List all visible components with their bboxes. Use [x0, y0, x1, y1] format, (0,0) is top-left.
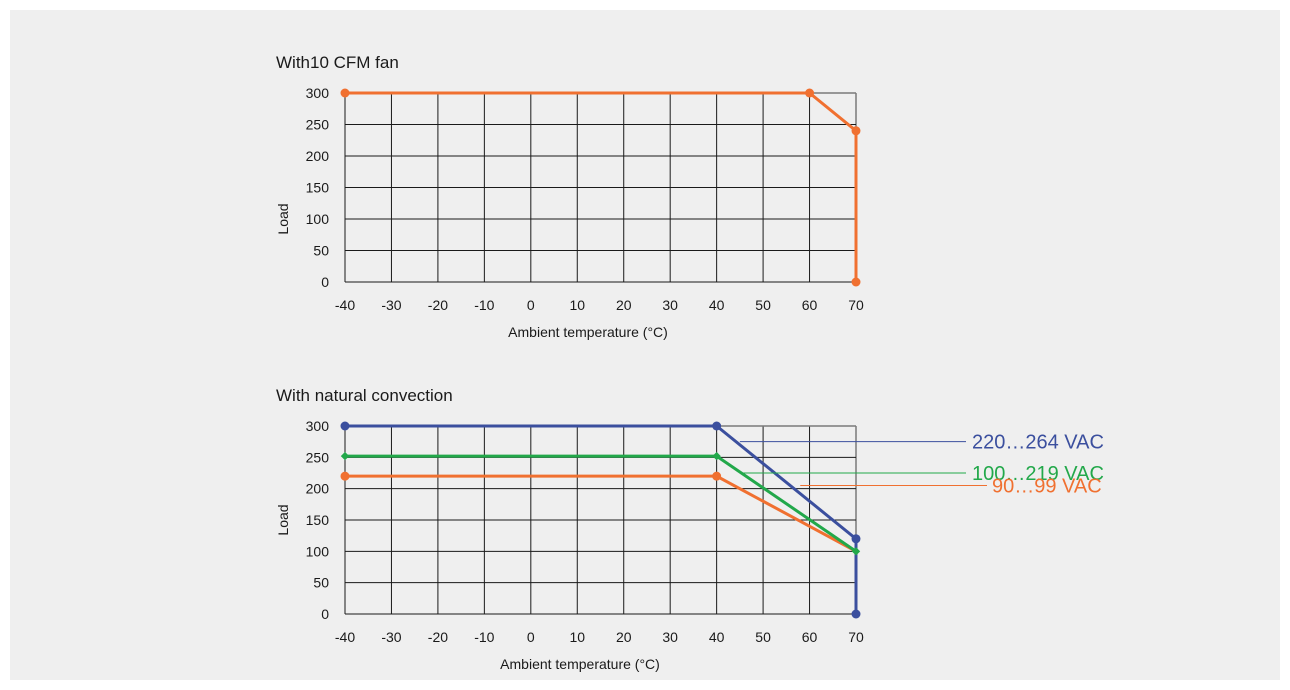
- y-tick-label: 100: [306, 211, 330, 227]
- chart-panel: [10, 10, 1280, 680]
- y-tick-label: 150: [306, 180, 330, 196]
- x-tick-label: -20: [428, 629, 448, 645]
- chart-fan: With10 CFM fan Load Ambient temperature …: [275, 53, 864, 340]
- x-tick-label: 50: [755, 629, 771, 645]
- data-point: [712, 421, 722, 431]
- data-markers: [340, 421, 861, 619]
- chart-title: With natural convection: [276, 386, 453, 405]
- chart-title: With10 CFM fan: [276, 53, 399, 72]
- y-tick-label: 200: [306, 148, 330, 164]
- y-tick-label: 300: [306, 418, 330, 434]
- x-tick-label: 30: [662, 629, 678, 645]
- x-tick-label: 0: [527, 629, 535, 645]
- x-tick-label: 60: [802, 297, 818, 313]
- y-axis-label: Load: [275, 203, 291, 234]
- y-tick-label: 0: [321, 274, 329, 290]
- data-point: [851, 534, 861, 544]
- x-axis-label: Ambient temperature (°C): [508, 324, 668, 340]
- data-point: [851, 126, 861, 136]
- x-tick-label: -30: [381, 297, 401, 313]
- series-label-blue: 220…264 VAC: [972, 432, 1104, 454]
- x-tick-label: 20: [616, 629, 632, 645]
- data-series: [345, 91, 858, 282]
- data-point: [340, 88, 350, 98]
- data-point: [712, 471, 722, 481]
- x-tick-label: -10: [474, 629, 494, 645]
- chart-natural-convection: With natural convection Load Ambient tem…: [275, 386, 1104, 672]
- y-tick-label: 250: [306, 117, 330, 133]
- y-tick-label: 50: [313, 575, 329, 591]
- x-axis-label: Ambient temperature (°C): [500, 656, 660, 672]
- y-tick-label: 50: [313, 243, 329, 259]
- x-tick-label: -30: [381, 629, 401, 645]
- x-tick-label: 20: [616, 297, 632, 313]
- series-line: [345, 454, 857, 553]
- series-line: [345, 424, 858, 614]
- x-tick-label: 0: [527, 297, 535, 313]
- x-tick-label: 50: [755, 297, 771, 313]
- plot-grid: [344, 425, 857, 615]
- y-tick-label: 100: [306, 543, 330, 559]
- data-point: [340, 421, 350, 431]
- data-point: [340, 471, 350, 481]
- y-tick-label: 300: [306, 85, 330, 101]
- data-point: [851, 277, 861, 287]
- series-label-orange: 90…99 VAC: [992, 476, 1102, 498]
- tick-labels: -40 -30 -20 -10 0 10 20 30 40 50 60 70 0 50 100 150 200 2…: [306, 85, 864, 313]
- x-tick-label: 10: [569, 629, 585, 645]
- x-tick-label: -20: [428, 297, 448, 313]
- y-tick-label: 200: [306, 481, 330, 497]
- x-tick-label: 40: [709, 297, 725, 313]
- x-tick-label: 60: [802, 629, 818, 645]
- plot-grid: [344, 92, 857, 283]
- series-label-green: 100…219 VAC: [972, 463, 1104, 485]
- y-axis-label: Load: [275, 504, 291, 535]
- data-point: [851, 609, 861, 619]
- x-tick-label: -40: [335, 629, 355, 645]
- y-tick-label: 0: [321, 606, 329, 622]
- data-point: [712, 451, 721, 461]
- data-markers: [340, 88, 861, 287]
- x-tick-label: -10: [474, 297, 494, 313]
- data-point: [851, 547, 861, 556]
- y-tick-label: 250: [306, 449, 330, 465]
- tick-labels: -40 -30 -20 -10 0 10 20 30 40 50 60 70 0 50 100 150 200 2…: [306, 418, 864, 645]
- x-tick-label: 70: [848, 297, 864, 313]
- data-point: [340, 451, 350, 461]
- x-tick-label: -40: [335, 297, 355, 313]
- x-tick-label: 70: [848, 629, 864, 645]
- series-labels: 220…264 VAC 100…219 VAC 90…99 VAC: [739, 432, 1104, 498]
- y-tick-label: 150: [306, 512, 330, 528]
- series-line: [345, 474, 857, 553]
- x-tick-label: 30: [662, 297, 678, 313]
- x-tick-label: 40: [709, 629, 725, 645]
- data-point: [805, 88, 815, 98]
- x-tick-label: 10: [569, 297, 585, 313]
- series-line: [345, 91, 858, 282]
